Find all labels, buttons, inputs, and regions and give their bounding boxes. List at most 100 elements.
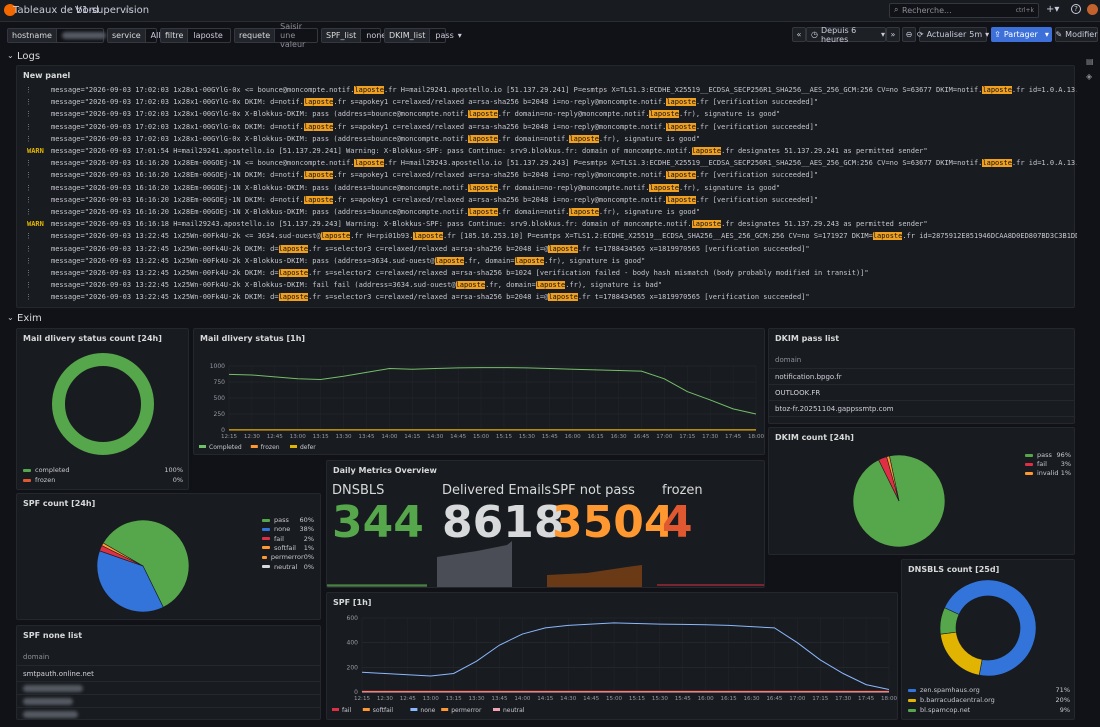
legend-label[interactable]: Completed <box>209 444 242 451</box>
legend-label[interactable]: softfail <box>373 707 394 714</box>
legend-label[interactable]: fail <box>342 707 351 714</box>
log-line[interactable]: ⋮ message="2026-09-03 13:22:45 1x25Wn-00F… <box>17 267 1077 279</box>
user-avatar[interactable] <box>1087 4 1098 15</box>
time-range-picker[interactable]: ◷ Depuis 6 heures ▾ <box>806 26 886 44</box>
star-icon[interactable]: ☆ <box>123 3 133 16</box>
pie-slice-b.barracudacentral.org[interactable] <box>940 631 983 676</box>
legend-label[interactable]: defer <box>300 444 316 451</box>
log-line[interactable]: ⋮ message="2026-09-03 13:22:45 1x25Wn-00F… <box>17 230 1077 242</box>
row-title-logs[interactable]: Logs <box>17 51 41 62</box>
table-row-blurred <box>17 682 320 695</box>
log-line[interactable]: ⋮ message="2026-09-03 16:16:20 1x28Em-00G… <box>17 194 1077 206</box>
filtre-input[interactable]: laposte <box>193 30 223 40</box>
x-tick-label: 15:15 <box>496 434 513 440</box>
log-text: .fr H=mail29243.apostello.io [51.137.29.… <box>383 159 983 168</box>
var-filtre[interactable]: filtre laposte <box>160 27 231 43</box>
log-line[interactable]: WARN message="2026-09-03 16:16:18 H=mail2… <box>17 218 1077 230</box>
legend-item[interactable]: fail 2% <box>262 535 314 543</box>
grafana-logo-icon[interactable] <box>4 4 16 16</box>
log-highlight: laposte <box>354 159 384 168</box>
legend-item[interactable]: fail 3% <box>1025 460 1071 468</box>
pie-slice-softfail[interactable] <box>101 542 144 567</box>
log-line[interactable]: ⋮ message="2026-09-03 13:22:45 1x25Wn-00F… <box>17 279 1077 291</box>
log-line[interactable]: WARN message="2026-09-03 17:01:54 H=mail2… <box>17 145 1077 157</box>
layers-icon[interactable]: ◈ <box>1086 72 1093 81</box>
pie-slice-none[interactable] <box>97 550 164 612</box>
log-line[interactable]: ⋮ message="2026-09-03 17:02:03 1x28x1-00G… <box>17 96 1077 108</box>
legend-label[interactable]: neutral <box>503 707 525 714</box>
log-line[interactable]: ⋮ message="2026-09-03 16:16:20 1x28Em-00G… <box>17 157 1077 169</box>
legend-item[interactable]: zen.spamhaus.org 71% <box>908 686 1070 694</box>
legend-item[interactable]: frozen 0% <box>23 476 183 484</box>
log-text: .fr domain=notif. <box>497 208 570 216</box>
refresh-button[interactable]: ⟳ Actualiser 5m ▾ <box>917 27 989 42</box>
legend-swatch <box>250 445 258 448</box>
breadcrumb-root[interactable]: Tableaux de bord <box>13 5 99 16</box>
table-header[interactable]: domain <box>769 351 1074 369</box>
x-tick-label: 16:15 <box>588 434 605 440</box>
legend-item[interactable]: bl.spamcop.net 9% <box>908 706 1070 714</box>
legend-item[interactable]: neutral 0% <box>262 563 314 571</box>
series-line-Completed[interactable] <box>228 367 757 415</box>
chevron-down-icon[interactable]: ⌄ <box>7 51 14 60</box>
pie-slice-completed[interactable] <box>52 353 154 455</box>
var-hostname[interactable]: hostname▾ <box>7 27 114 43</box>
log-message: message="2026-09-03 17:02:03 1x28x1-00GY… <box>51 121 818 133</box>
time-back-button[interactable]: « <box>792 27 806 42</box>
dnsbls-donut <box>940 580 1036 676</box>
log-highlight: laposte <box>278 269 309 277</box>
pie-slice-pass[interactable] <box>102 520 189 608</box>
pie-slice-bl.spamcop.net[interactable] <box>940 607 960 635</box>
log-line[interactable]: ⋮ message="2026-09-03 16:16:20 1x28Em-00G… <box>17 182 1077 194</box>
pie-slice-invalid[interactable] <box>886 455 900 502</box>
legend-item[interactable]: permerror 0% <box>262 553 314 561</box>
log-level: ⋮ <box>25 232 32 241</box>
series-line-none[interactable] <box>361 622 890 691</box>
log-line[interactable]: ⋮ message="2026-09-03 16:16:20 1x28Em-00G… <box>17 169 1077 181</box>
log-line[interactable]: ⋮ message="2026-09-03 13:22:45 1x25Wn-00F… <box>17 243 1077 255</box>
legend-item[interactable]: pass 60% <box>262 516 314 524</box>
legend-item[interactable]: pass 96% <box>1025 451 1071 459</box>
var-requete[interactable]: requete Saisir une valeur <box>234 21 318 49</box>
pie-slice-zen.spamhaus.org[interactable] <box>944 580 1036 676</box>
log-text: .fr s=selector3 c=relaxed/relaxed a=rsa-… <box>308 293 549 302</box>
legend-item[interactable]: softfail 1% <box>262 544 314 552</box>
row-title-exim[interactable]: Exim <box>17 313 42 324</box>
log-text: message="2026-09-03 17:02:03 1x28x1-00GY… <box>51 98 304 107</box>
var-dkim-list[interactable]: DKIM_list pass ▾ <box>384 27 462 43</box>
log-line[interactable]: ⋮ message="2026-09-03 13:22:45 1x25Wn-00F… <box>17 291 1077 303</box>
zoom-out-icon[interactable]: ⊖ <box>902 27 916 42</box>
log-line[interactable]: ⋮ message="2026-09-03 16:16:20 1x28Em-00G… <box>17 206 1077 218</box>
table-header[interactable]: domain <box>17 648 320 666</box>
breadcrumb-current[interactable]: V1-supervision <box>75 5 150 16</box>
legend-item[interactable]: none 38% <box>262 525 314 533</box>
search-box[interactable]: ⌕ Recherche... ctrl+k <box>889 3 1039 18</box>
legend-item[interactable]: b.barracudacentral.org 20% <box>908 696 1070 704</box>
log-line[interactable]: ⋮ message="2026-09-03 17:02:03 1x28x1-00G… <box>17 108 1077 120</box>
help-icon[interactable]: ? <box>1071 4 1081 14</box>
legend-label[interactable]: permerror <box>451 707 482 714</box>
panel-icon[interactable]: ▤ <box>1086 57 1094 66</box>
log-highlight: laposte <box>982 86 1012 94</box>
legend-item[interactable]: completed 100% <box>23 466 183 474</box>
edit-button[interactable]: ✎ Modifier <box>1055 27 1098 42</box>
legend-label[interactable]: frozen <box>261 444 280 451</box>
x-tick-label: 15:45 <box>542 434 559 440</box>
time-forward-button[interactable]: » <box>886 27 900 42</box>
share-button[interactable]: ⇪ Partager ▾ <box>991 27 1052 42</box>
legend-label[interactable]: none <box>420 707 435 714</box>
log-text: .fr s=apokey1 c=relaxed/relaxed a=rsa-sh… <box>333 122 667 131</box>
log-line[interactable]: ⋮ message="2026-09-03 17:02:03 1x28x1-00G… <box>17 121 1077 133</box>
legend-item[interactable]: invalid 1% <box>1025 469 1071 477</box>
stat-value-spf-not-pass: 3504 <box>552 497 675 548</box>
log-message: message="2026-09-03 13:22:45 1x25Wn-00Fk… <box>51 291 810 303</box>
log-line[interactable]: ⋮ message="2026-09-03 17:02:03 1x28x1-00G… <box>17 84 1077 96</box>
chevron-down-icon[interactable]: ⌄ <box>7 313 14 322</box>
log-line[interactable]: ⋮ message="2026-09-03 17:02:03 1x28x1-00G… <box>17 133 1077 145</box>
requete-input[interactable]: Saisir une valeur <box>280 21 306 49</box>
log-line[interactable]: ⋮ message="2026-09-03 13:22:45 1x25Wn-00F… <box>17 255 1077 267</box>
add-icon[interactable]: +▾ <box>1046 4 1060 15</box>
log-message: message="2026-09-03 16:16:20 1x28Em-00GO… <box>51 206 700 218</box>
